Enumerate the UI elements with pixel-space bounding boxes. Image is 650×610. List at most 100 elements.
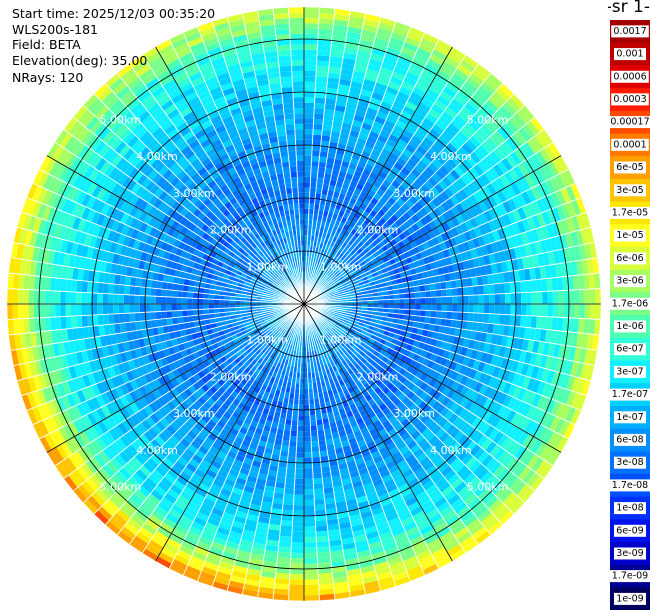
radar-cell xyxy=(310,166,319,173)
radar-cell xyxy=(348,162,358,171)
radar-cell xyxy=(311,161,319,167)
radar-cell xyxy=(428,83,443,96)
radar-cell xyxy=(97,314,104,326)
radar-cell xyxy=(335,181,344,189)
radar-cell xyxy=(450,118,464,131)
radar-cell xyxy=(409,298,416,304)
radar-cell xyxy=(487,73,503,88)
radar-cell xyxy=(293,499,304,506)
radar-cell xyxy=(335,250,342,257)
radar-cell xyxy=(342,155,352,163)
radar-cell xyxy=(495,87,511,102)
radar-cell xyxy=(484,304,490,314)
radar-cell xyxy=(367,243,374,251)
radar-cell xyxy=(394,175,405,185)
radar-cell xyxy=(320,266,326,272)
radar-cell xyxy=(381,96,395,106)
radar-cell xyxy=(494,304,501,315)
radar-cell xyxy=(475,63,491,78)
radar-cell xyxy=(551,317,559,331)
radar-cell xyxy=(435,154,447,166)
radar-cell xyxy=(76,315,83,328)
radar-cell xyxy=(420,297,426,304)
radar-cell xyxy=(304,573,319,580)
radar-cell xyxy=(321,260,326,267)
radar-cell xyxy=(394,95,408,106)
radar-cell xyxy=(457,295,463,304)
radar-cell xyxy=(292,526,304,532)
radar-cell xyxy=(394,21,411,32)
radar-cell xyxy=(311,224,317,231)
radar-cell xyxy=(280,450,289,457)
radar-cell xyxy=(444,106,458,119)
radar-cell xyxy=(304,17,319,24)
radar-cell xyxy=(320,194,328,201)
radar-cell xyxy=(315,520,328,527)
radar-cell xyxy=(370,149,381,158)
radar-cell xyxy=(354,142,365,151)
radar-cell xyxy=(319,151,328,158)
radar-cell xyxy=(376,157,387,167)
radar-cell xyxy=(318,578,334,585)
radar-cell xyxy=(343,230,351,238)
radar-cell xyxy=(299,383,304,389)
radar-cell xyxy=(383,91,397,101)
radar-cell xyxy=(329,241,336,248)
radar-cell xyxy=(317,215,323,222)
radar-cell xyxy=(310,182,317,188)
radar-cell xyxy=(499,304,506,315)
radar-cell xyxy=(330,45,345,53)
radar-cell xyxy=(558,304,564,318)
radar-cell xyxy=(329,136,340,144)
radar-cell xyxy=(347,261,354,268)
radar-cell xyxy=(542,304,548,317)
radar-cell xyxy=(289,568,304,575)
radar-cell xyxy=(374,236,383,244)
radar-cell xyxy=(453,165,465,178)
radar-cell xyxy=(304,558,318,564)
radar-cell xyxy=(357,178,367,186)
radar-cell xyxy=(304,468,313,474)
radar-cell xyxy=(151,319,158,328)
radar-cell xyxy=(465,139,478,152)
radar-cell xyxy=(292,515,304,522)
radar-cell xyxy=(415,297,421,304)
radar-cell xyxy=(381,148,392,158)
radar-cell xyxy=(280,525,293,532)
radar-cell xyxy=(433,99,448,111)
radar-cell xyxy=(304,7,320,13)
radar-cell xyxy=(320,145,329,153)
radar-cell xyxy=(304,166,312,172)
radar-cell xyxy=(318,284,323,289)
radar-cell xyxy=(435,310,442,319)
radar-cell xyxy=(330,51,344,58)
radar-cell xyxy=(326,277,332,283)
radar-cell xyxy=(430,310,437,318)
radar-cell xyxy=(349,255,356,262)
radar-cell xyxy=(441,311,447,319)
radar-cell xyxy=(304,28,319,35)
radar-cell xyxy=(380,101,393,111)
radar-cell xyxy=(338,170,347,178)
radar-cell xyxy=(447,102,461,115)
radar-cell xyxy=(316,182,324,189)
radar-cell xyxy=(397,184,407,194)
radar-cell xyxy=(310,420,317,426)
radar-cell xyxy=(304,155,312,162)
radar-cell xyxy=(312,214,319,221)
radar-cell xyxy=(353,65,368,74)
radar-cell xyxy=(431,104,445,116)
radar-cell xyxy=(373,144,384,153)
radar-cell xyxy=(391,71,406,82)
radar-cell xyxy=(483,120,497,134)
radar-cell xyxy=(589,288,596,304)
radar-cell xyxy=(345,101,358,110)
radar-cell xyxy=(457,64,473,77)
radar-cell xyxy=(425,297,432,304)
radar-cell xyxy=(376,77,390,87)
radar-cell xyxy=(313,118,324,125)
radar-cell xyxy=(358,94,372,103)
radar-cell xyxy=(324,200,332,207)
radar-cell xyxy=(418,42,434,54)
